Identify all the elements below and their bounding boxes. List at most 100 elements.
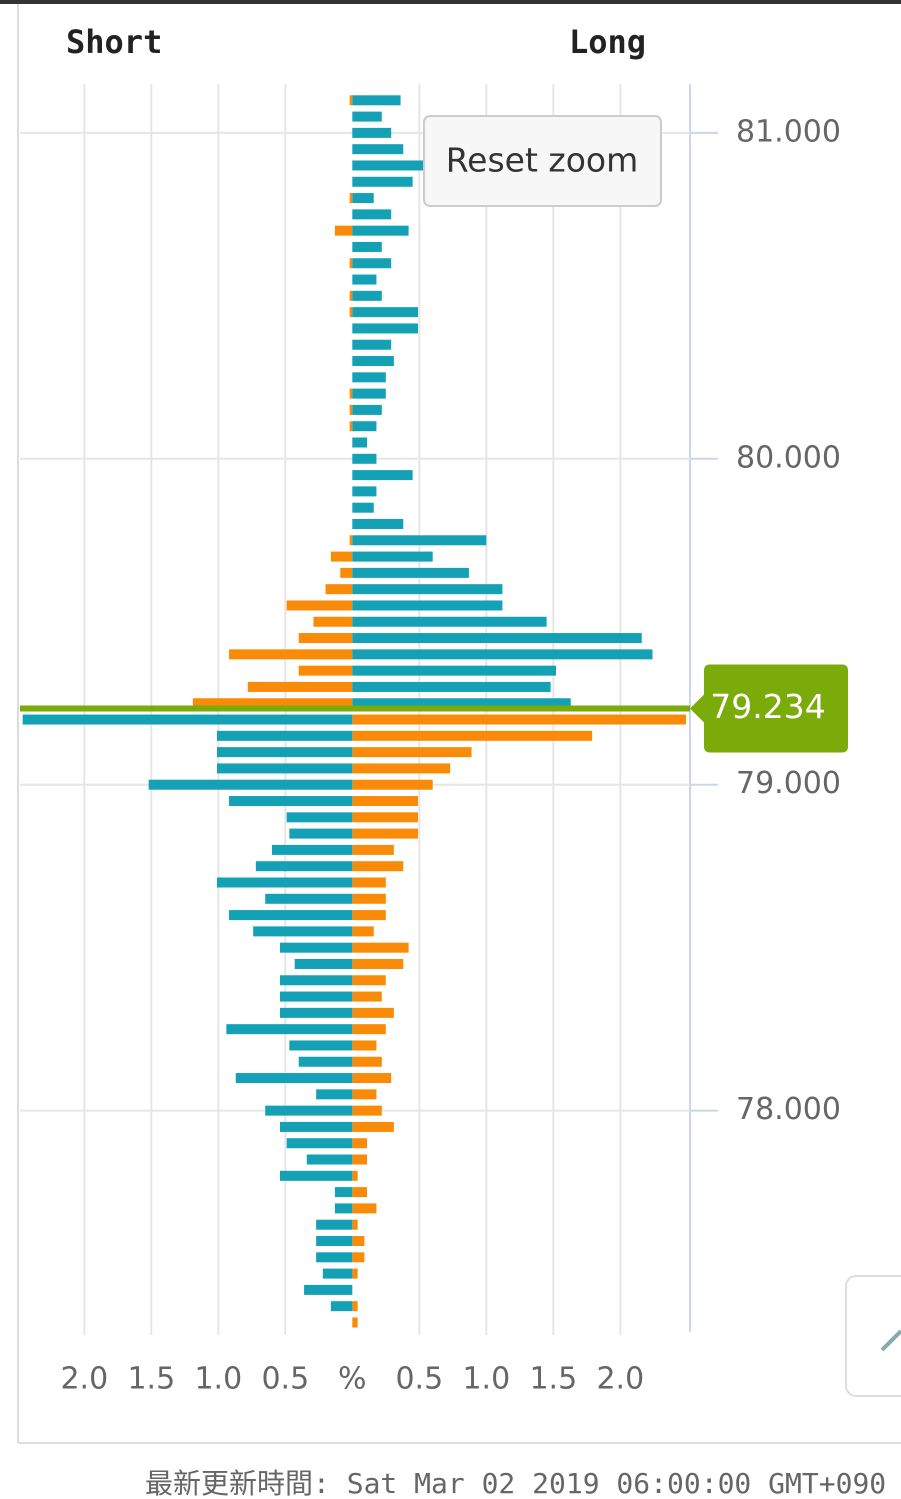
- bar: [352, 730, 593, 741]
- bar: [352, 1121, 394, 1132]
- bar: [352, 518, 404, 529]
- footer: 最新更新時間: Sat Mar 02 2019 06:00:00 GMT+090: [145, 1467, 886, 1499]
- bar: [279, 975, 353, 986]
- bar: [298, 1056, 353, 1067]
- bar: [349, 404, 353, 415]
- bar: [286, 812, 353, 823]
- bar: [349, 388, 353, 399]
- bar: [352, 910, 386, 921]
- bar: [352, 681, 551, 692]
- bar: [352, 1056, 382, 1067]
- bar: [352, 502, 374, 513]
- bar: [352, 241, 382, 252]
- button-box[interactable]: [845, 1275, 901, 1397]
- bar: [352, 1040, 377, 1051]
- bar: [352, 551, 433, 562]
- bar: [352, 926, 374, 937]
- bar: [298, 633, 353, 644]
- bar: [352, 958, 404, 969]
- bar: [352, 1007, 394, 1018]
- bar: [352, 209, 392, 220]
- bar: [313, 616, 353, 627]
- bar: [325, 584, 353, 595]
- bar: [349, 535, 353, 546]
- bar: [352, 323, 418, 334]
- bar: [286, 1138, 353, 1149]
- x-tick-label: 0.5: [261, 1362, 309, 1397]
- bar: [316, 1252, 353, 1263]
- bar: [352, 779, 433, 790]
- bar: [148, 779, 353, 790]
- x-tick-label: 0.5: [395, 1362, 443, 1397]
- button-box[interactable]: [423, 115, 662, 207]
- button-label[interactable]: Reset zoom: [446, 141, 639, 180]
- bar: [352, 1024, 386, 1035]
- bar: [352, 567, 469, 578]
- bar: [352, 486, 377, 497]
- bar: [279, 942, 353, 953]
- bar: [316, 1236, 353, 1247]
- bar: [352, 1073, 392, 1084]
- x-tick-label: 1.0: [194, 1362, 242, 1397]
- bar: [352, 665, 556, 676]
- bar: [352, 747, 472, 758]
- bar: [298, 665, 353, 676]
- x-tick-label: %: [338, 1362, 367, 1397]
- bar: [265, 1105, 353, 1116]
- bar: [352, 649, 653, 660]
- bar: [255, 861, 353, 872]
- bar: [334, 225, 353, 236]
- bar: [352, 584, 503, 595]
- x-tick-label: 2.0: [596, 1362, 644, 1397]
- bar: [289, 828, 353, 839]
- bar: [349, 95, 353, 106]
- bar: [352, 1317, 358, 1328]
- y-tick-label: 80.000: [736, 440, 841, 475]
- bar: [352, 535, 487, 546]
- bar: [334, 1203, 353, 1214]
- bar: [322, 1268, 353, 1279]
- y-tick-label: 79.000: [736, 766, 841, 801]
- bar: [352, 372, 386, 383]
- bar: [334, 1187, 353, 1198]
- bar: [352, 144, 404, 155]
- bar: [352, 421, 377, 432]
- bar: [349, 193, 353, 204]
- bar: [352, 861, 404, 872]
- bar: [229, 910, 353, 921]
- bar: [279, 1007, 353, 1018]
- bar: [352, 877, 386, 888]
- bar: [352, 1219, 358, 1230]
- right-header: Long: [569, 23, 646, 61]
- top-bar: [0, 0, 901, 4]
- scroll-top-button[interactable]: [845, 1275, 901, 1397]
- bar: [352, 714, 686, 725]
- bar: [352, 1089, 377, 1100]
- x-tick-label: 1.0: [462, 1362, 510, 1397]
- bar: [294, 958, 353, 969]
- bar: [216, 747, 353, 758]
- bar: [352, 1268, 358, 1279]
- bar: [279, 991, 353, 1002]
- x-tick-label: 1.5: [127, 1362, 175, 1397]
- bar: [352, 307, 418, 318]
- bar: [352, 1203, 377, 1214]
- bar: [349, 421, 353, 432]
- bar: [352, 812, 418, 823]
- bar: [330, 551, 353, 562]
- bar: [352, 796, 418, 807]
- bar: [340, 567, 353, 578]
- bar: [352, 600, 503, 611]
- bar: [316, 1219, 353, 1230]
- bar: [286, 600, 353, 611]
- bar: [216, 730, 353, 741]
- x-tick-label: 1.5: [529, 1362, 577, 1397]
- bar: [247, 681, 353, 692]
- bar: [306, 1154, 353, 1165]
- bar: [352, 1138, 368, 1149]
- bar: [229, 796, 353, 807]
- bar: [265, 893, 353, 904]
- reset-zoom-button[interactable]: Reset zoom: [423, 115, 662, 207]
- bar: [352, 453, 377, 464]
